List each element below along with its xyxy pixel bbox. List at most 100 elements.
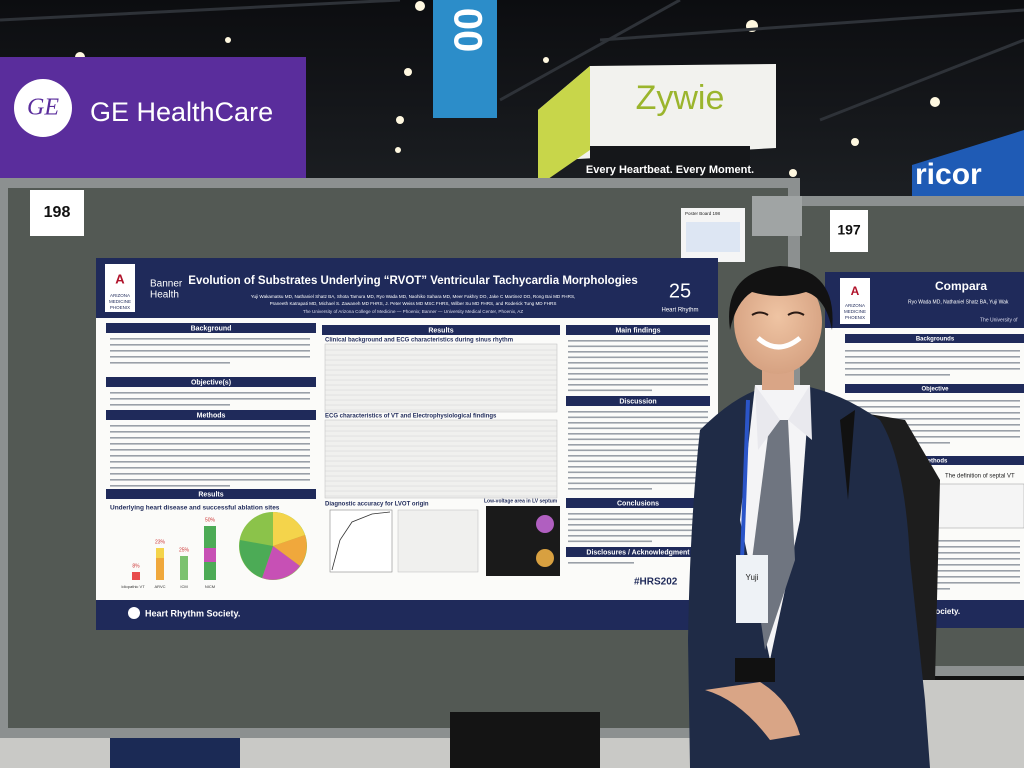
- poster-header: [96, 258, 718, 318]
- text-line: [845, 362, 1020, 364]
- name-badge: [736, 555, 768, 623]
- text-line: [568, 433, 708, 435]
- accuracy-table: [397, 509, 479, 573]
- text-line: [110, 461, 310, 463]
- bar-label: 50%: [205, 517, 216, 523]
- poster-logo-text: ARIZONA: [845, 303, 865, 308]
- text-line: [110, 362, 230, 364]
- text-line: [568, 356, 708, 359]
- section-header: Main findings: [615, 327, 660, 334]
- poster-footer: [96, 600, 718, 630]
- poster-footer-text: Heart Rhythm Society.: [145, 608, 240, 618]
- text-line: [568, 384, 708, 386]
- bar-category: NICM: [205, 584, 215, 589]
- roc-curve: [331, 511, 391, 571]
- text-line: [568, 488, 652, 490]
- text-line: [110, 398, 310, 400]
- section-bar: [566, 498, 710, 508]
- poster-logo-mark: A: [851, 284, 860, 298]
- text-line: [845, 424, 1020, 426]
- text-line: [568, 562, 634, 564]
- section-bar: [106, 323, 316, 333]
- text-line: [845, 400, 1020, 402]
- board-joint: [752, 196, 802, 236]
- text-line: [568, 460, 708, 463]
- section-bar: [106, 489, 316, 499]
- board-number: 198: [44, 204, 71, 221]
- text-line: [568, 513, 708, 515]
- text-line: [568, 518, 708, 521]
- hair: [729, 266, 833, 330]
- text-line: [845, 436, 1020, 438]
- text-line: [568, 351, 708, 353]
- board-number-card: [830, 210, 868, 252]
- section-bar: [566, 325, 710, 335]
- poster-logo-text: ARIZONA: [110, 293, 130, 298]
- text-line: [110, 473, 310, 475]
- section-header: Backgrounds: [916, 337, 955, 343]
- section-bar: [106, 410, 316, 420]
- text-line: [110, 350, 310, 352]
- section-header: Results: [198, 491, 223, 498]
- strap: [840, 410, 855, 500]
- poster-authors: Ryo Wada MD, Nathaniel Shatz BA, Yuji Wa…: [908, 299, 1009, 305]
- text-line: [845, 412, 1020, 414]
- poster-authors: Praneeth Katrapati MD, Michael S. Zawane…: [270, 301, 557, 306]
- bar: [132, 572, 140, 580]
- text-line: [110, 356, 310, 358]
- text-line: [845, 430, 1020, 432]
- banner-digits: 00: [445, 8, 489, 53]
- section-header: Background: [191, 325, 232, 332]
- poster-logo-text: MEDICINE: [844, 309, 866, 314]
- figure-title: Clinical background and ECG characterist…: [325, 338, 513, 344]
- text-line: [568, 411, 708, 413]
- zywie-name: Zywie: [636, 79, 725, 117]
- bar: [156, 558, 164, 580]
- section-header: Methods: [197, 412, 226, 419]
- figure-titles: Clinical background and ECG characterist…: [325, 338, 558, 508]
- poster-logo-box: [105, 264, 135, 312]
- bar-figure: Underlying heart disease and successful …: [110, 505, 307, 589]
- text-line: [568, 340, 708, 342]
- collar: [755, 385, 812, 450]
- text-line: [568, 422, 708, 424]
- section-header: Conclusions: [617, 500, 659, 507]
- text-line: [845, 356, 1020, 358]
- bar: [156, 548, 164, 558]
- eyes: [751, 311, 805, 316]
- poster-left: A ARIZONA MEDICINE PHOENIX Banner Health…: [96, 258, 718, 630]
- bar-label: 23%: [155, 539, 166, 545]
- section-header: Objective: [921, 387, 949, 393]
- text-line: [568, 345, 708, 348]
- text-line: [568, 378, 708, 381]
- bar-label: 8%: [132, 563, 140, 569]
- text-line: [568, 466, 708, 468]
- text-line: [845, 368, 1020, 370]
- text-line: [110, 338, 310, 340]
- board-notice-body: [686, 222, 740, 252]
- text-line: [568, 529, 708, 532]
- text-line: [110, 431, 310, 433]
- bar: [180, 556, 188, 580]
- ge-logo: [14, 79, 72, 137]
- zywie-tagline: Every Heartbeat. Every Moment.: [586, 164, 754, 176]
- presenter: Yuji: [688, 266, 940, 768]
- text-line: [110, 404, 230, 406]
- text-line: [568, 477, 708, 479]
- diagram: [929, 483, 1024, 529]
- poster-hashtag: #HRS202: [634, 577, 678, 588]
- section-bar: [566, 547, 710, 557]
- text-line: [568, 438, 708, 441]
- zywie-side: [538, 66, 590, 186]
- text-line: [568, 482, 708, 485]
- text-line: [110, 437, 310, 439]
- figure-caption: The definition of septal VT: [945, 474, 1015, 480]
- pie: [239, 512, 307, 580]
- figure-title: Diagnostic accuracy for LVOT origin: [325, 502, 429, 508]
- text-line: [568, 373, 708, 375]
- text-line: [568, 362, 708, 364]
- ge-logo-text: GE: [27, 95, 59, 121]
- board-notice-text: Poster Board 198: [685, 211, 721, 216]
- text-line: [110, 449, 310, 451]
